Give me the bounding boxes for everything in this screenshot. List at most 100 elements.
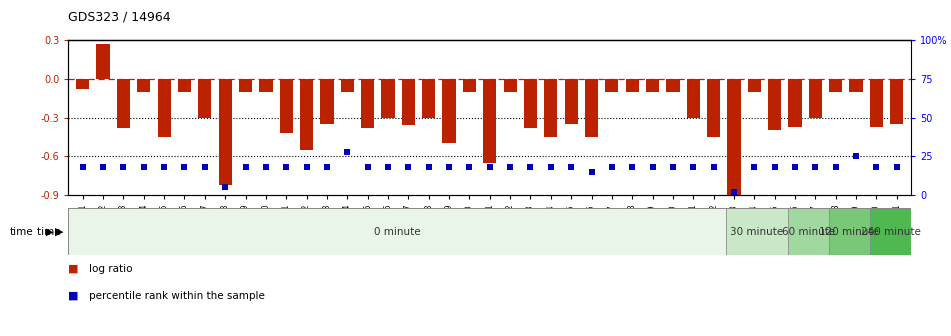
Point (564, 164, 579, 170)
Bar (707, 79, 720, 137)
Bar (68, 208, 727, 255)
Bar (198, 79, 211, 118)
Point (238, 164, 253, 170)
Bar (463, 79, 476, 92)
Bar (829, 208, 870, 255)
Bar (280, 79, 293, 133)
Point (95, 164, 110, 170)
Bar (870, 208, 911, 255)
Bar (117, 79, 130, 128)
Text: time: time (10, 227, 33, 237)
Bar (361, 79, 375, 128)
Point (380, 164, 396, 170)
Point (441, 164, 456, 170)
Bar (849, 79, 863, 92)
Point (197, 164, 212, 170)
Point (299, 164, 314, 170)
Point (320, 164, 335, 170)
Point (116, 164, 131, 170)
Bar (605, 79, 618, 92)
Point (747, 164, 762, 170)
Bar (890, 79, 903, 124)
Bar (667, 79, 680, 92)
Point (482, 164, 497, 170)
Bar (442, 79, 456, 143)
Point (279, 164, 294, 170)
Bar (158, 79, 171, 137)
Text: ■: ■ (68, 264, 79, 274)
Point (767, 164, 783, 170)
Point (136, 164, 151, 170)
Point (400, 164, 416, 170)
Bar (787, 208, 829, 255)
Text: 60 minute: 60 minute (782, 227, 835, 237)
Text: 0 minute: 0 minute (374, 227, 420, 237)
Bar (829, 79, 843, 92)
Point (686, 164, 701, 170)
Text: ▶: ▶ (46, 227, 53, 237)
Bar (239, 79, 252, 92)
Bar (727, 208, 787, 255)
Bar (340, 79, 354, 92)
Point (727, 189, 742, 195)
Bar (219, 79, 232, 184)
Point (543, 164, 558, 170)
Bar (320, 79, 334, 124)
Point (889, 164, 904, 170)
Point (584, 169, 599, 174)
Point (157, 164, 172, 170)
Bar (503, 79, 516, 92)
Bar (524, 79, 537, 128)
Point (259, 164, 274, 170)
Point (75, 164, 90, 170)
Bar (747, 79, 761, 92)
Point (502, 164, 517, 170)
Point (340, 149, 355, 154)
Point (218, 184, 233, 190)
Bar (401, 79, 415, 125)
Text: 240 minute: 240 minute (861, 227, 921, 237)
Bar (178, 79, 191, 92)
Bar (483, 79, 496, 163)
Bar (687, 79, 700, 118)
Bar (585, 79, 598, 137)
Text: percentile rank within the sample: percentile rank within the sample (89, 291, 265, 301)
Point (869, 164, 884, 170)
Text: ▶: ▶ (55, 227, 64, 237)
Point (666, 164, 681, 170)
Text: ■: ■ (68, 291, 79, 301)
Text: GDS323 / 14964: GDS323 / 14964 (68, 10, 171, 23)
Bar (96, 44, 109, 79)
Bar (768, 79, 782, 130)
Point (421, 164, 437, 170)
Bar (646, 79, 659, 92)
Point (828, 164, 844, 170)
Point (645, 164, 660, 170)
Point (848, 154, 864, 159)
Point (706, 164, 721, 170)
Point (604, 164, 619, 170)
Point (462, 164, 477, 170)
Bar (728, 79, 741, 199)
Bar (565, 79, 578, 124)
Point (625, 164, 640, 170)
Bar (788, 79, 802, 127)
Bar (76, 79, 89, 89)
Point (360, 164, 376, 170)
Bar (870, 79, 883, 127)
Bar (422, 79, 436, 118)
Point (177, 164, 192, 170)
Bar (137, 79, 150, 92)
Bar (626, 79, 639, 92)
Bar (300, 79, 313, 150)
Bar (381, 79, 395, 118)
Point (523, 164, 538, 170)
Text: time: time (37, 227, 64, 237)
Bar (544, 79, 557, 137)
Point (807, 164, 823, 170)
Text: 120 minute: 120 minute (820, 227, 880, 237)
Point (787, 164, 803, 170)
Bar (808, 79, 822, 118)
Text: log ratio: log ratio (89, 264, 133, 274)
Text: 30 minute: 30 minute (730, 227, 784, 237)
